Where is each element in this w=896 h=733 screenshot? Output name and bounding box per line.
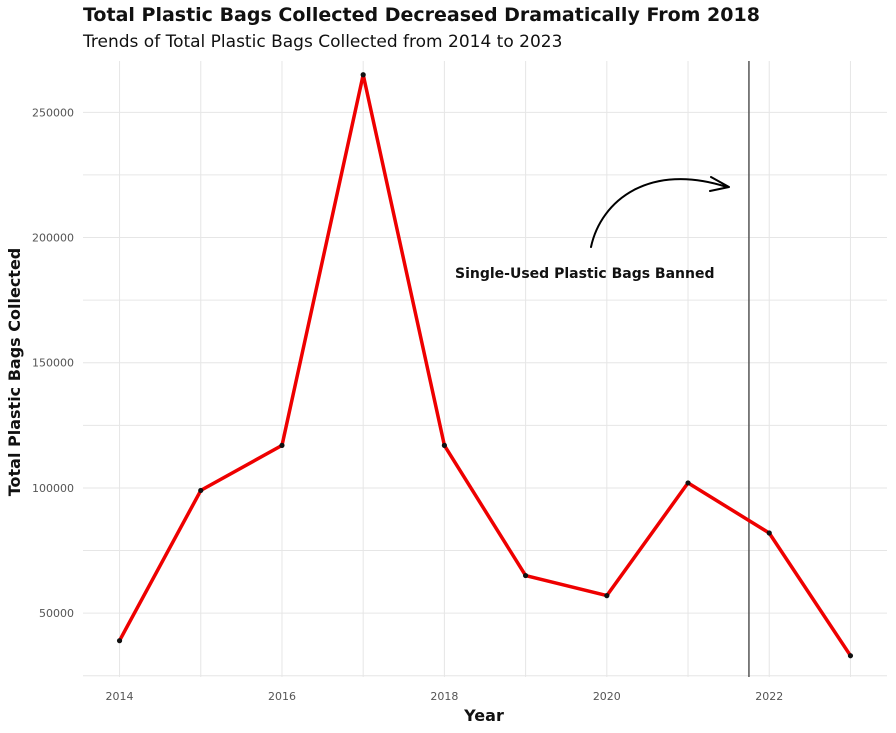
x-tick-label: 2014	[106, 690, 134, 703]
x-tick-label: 2020	[593, 690, 621, 703]
chart-subtitle: Trends of Total Plastic Bags Collected f…	[83, 32, 563, 52]
y-tick-label: 100000	[32, 482, 74, 495]
x-tick-label: 2018	[430, 690, 458, 703]
data-point	[604, 593, 610, 599]
y-tick-label: 150000	[32, 357, 74, 370]
data-point	[441, 442, 447, 448]
data-point	[847, 653, 854, 659]
x-axis-ticks: 2014 2016 2018 2020 2022	[106, 690, 784, 703]
annotation-arrow	[590, 176, 730, 248]
y-tick-label: 250000	[32, 106, 74, 119]
series-group	[117, 73, 853, 658]
data-point	[523, 572, 529, 579]
data-point	[116, 638, 123, 644]
x-axis-title: Year	[463, 706, 504, 725]
y-tick-label: 200000	[32, 232, 74, 245]
y-axis-ticks: 50000 100000 150000 200000 250000	[32, 106, 74, 620]
chart-title: Total Plastic Bags Collected Decreased D…	[83, 4, 760, 26]
data-point	[279, 442, 285, 448]
x-tick-label: 2022	[755, 690, 783, 703]
data-points	[116, 72, 854, 659]
series-line	[117, 73, 853, 658]
data-point	[685, 480, 691, 486]
data-point	[360, 72, 366, 78]
y-tick-label: 50000	[39, 607, 74, 620]
annotation-label: Single-Used Plastic Bags Banned	[455, 266, 715, 282]
y-axis-title: Total Plastic Bags Collected	[5, 248, 24, 497]
data-point	[198, 487, 204, 494]
x-tick-label: 2016	[268, 690, 296, 703]
grid-lines	[83, 61, 887, 677]
data-point	[766, 530, 772, 536]
